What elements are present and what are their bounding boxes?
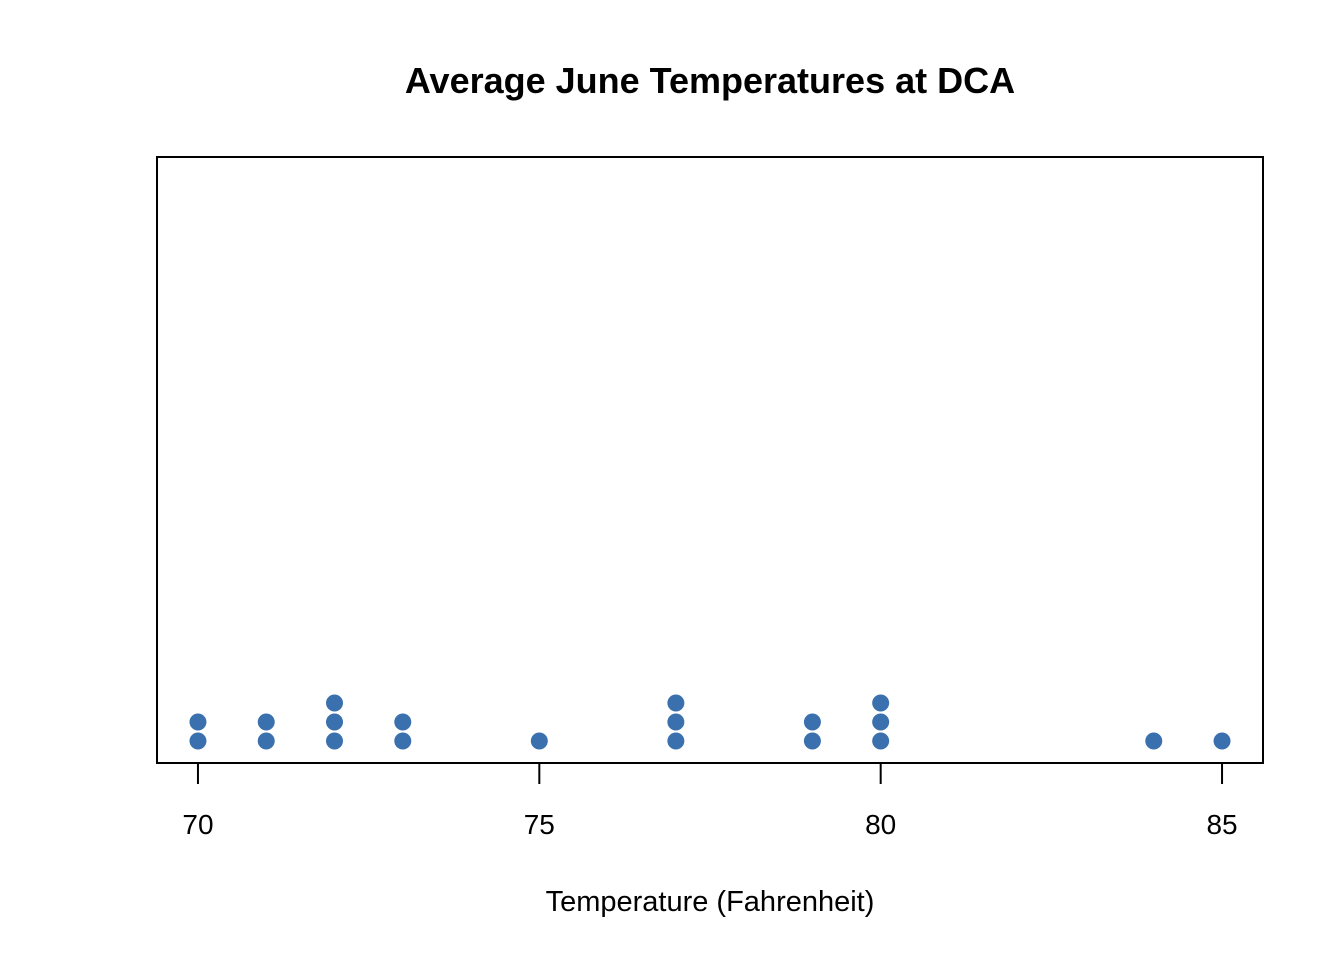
data-point [1213, 732, 1231, 750]
data-point [189, 713, 207, 731]
data-point [667, 713, 685, 731]
data-points [189, 694, 1231, 750]
x-axis-label: Temperature (Fahrenheit) [546, 886, 875, 918]
data-point [257, 713, 275, 731]
data-point [326, 732, 344, 750]
x-axis: 70 75 80 85 [182, 762, 1238, 840]
data-point [667, 694, 685, 712]
data-point [872, 713, 890, 731]
data-point [667, 732, 685, 750]
chart-title: Average June Temperatures at DCA [405, 60, 1015, 101]
data-point [530, 732, 548, 750]
data-point [872, 694, 890, 712]
data-point [803, 732, 821, 750]
data-point [803, 713, 821, 731]
data-point [257, 732, 275, 750]
data-point [394, 732, 412, 750]
data-point [189, 732, 207, 750]
x-tick-label: 85 [1206, 809, 1237, 840]
x-tick-label: 70 [182, 809, 213, 840]
data-point [1145, 732, 1163, 750]
plot-frame [156, 156, 1264, 764]
data-point [326, 713, 344, 731]
data-point [326, 694, 344, 712]
data-point [872, 732, 890, 750]
x-tick-label: 80 [865, 809, 896, 840]
data-point [394, 713, 412, 731]
x-tick-label: 75 [524, 809, 555, 840]
